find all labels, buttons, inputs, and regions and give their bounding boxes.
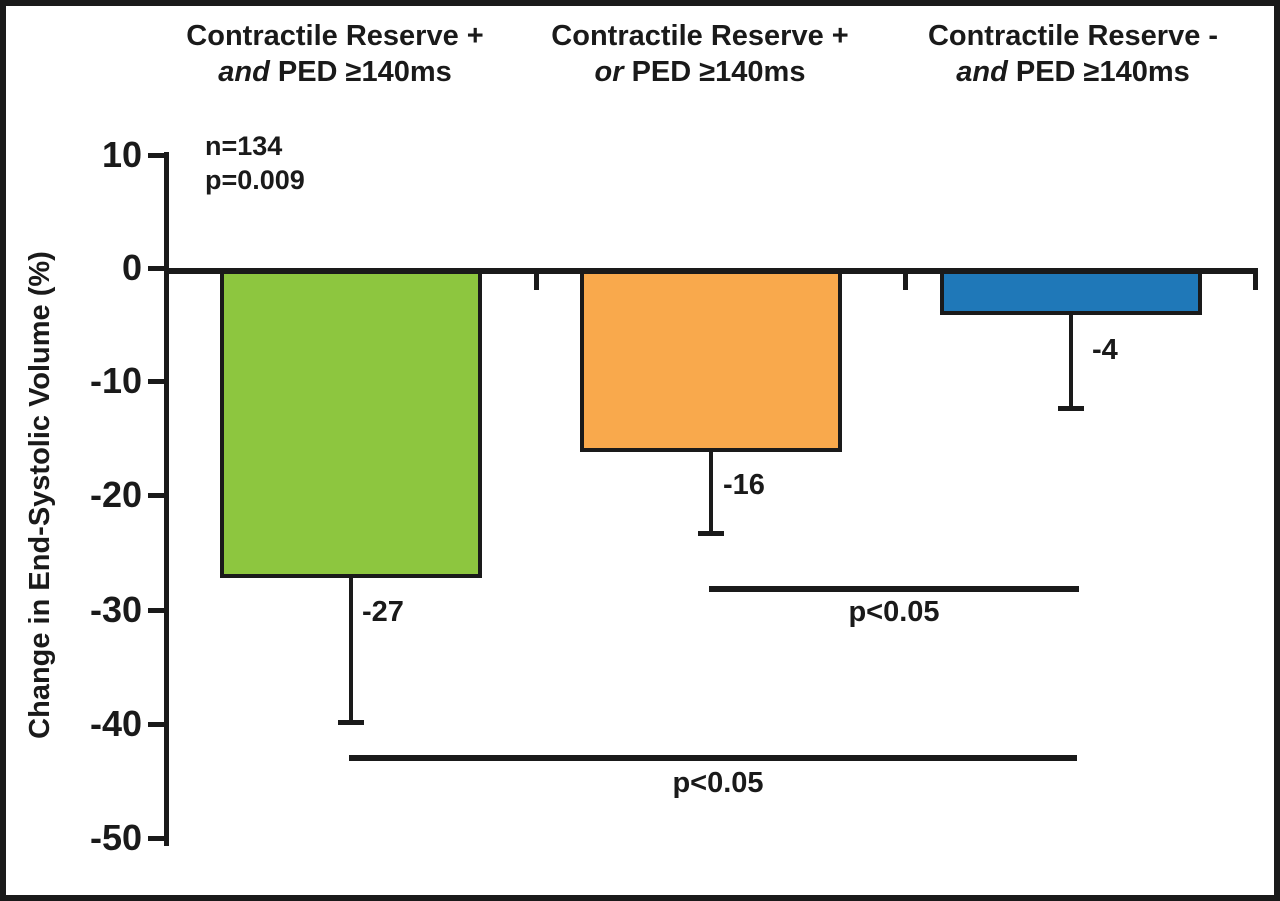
significance-line-bars-1-3 xyxy=(349,755,1077,761)
y-tick-label: -40 xyxy=(89,703,142,744)
header-rest: PED ≥140ms xyxy=(1007,56,1190,88)
header-line2: and PED ≥140ms xyxy=(883,54,1263,90)
bar-cr-plus-or-ped xyxy=(580,270,842,452)
y-tick xyxy=(148,722,167,727)
y-tick xyxy=(148,493,167,498)
y-axis-title: Change in End-Systolic Volume (%) xyxy=(24,251,56,739)
error-bar-line xyxy=(1069,315,1073,410)
significance-label: p<0.05 xyxy=(848,596,940,628)
bar-cr-plus-and-ped xyxy=(220,270,482,578)
y-tick xyxy=(148,379,167,384)
header-line1: Contractile Reserve - xyxy=(927,20,1219,52)
error-bar-line xyxy=(709,452,713,535)
significance-line-bars-2-3 xyxy=(709,586,1079,592)
y-tick xyxy=(148,266,167,271)
bar-value-label: -4 xyxy=(1092,334,1118,366)
y-tick-label: -10 xyxy=(89,360,142,401)
header-conjunction: and xyxy=(218,56,270,88)
header-rest: PED ≥140ms xyxy=(623,56,806,88)
error-bar-cap xyxy=(698,531,724,536)
x-axis-zero-line xyxy=(164,268,1258,274)
y-tick-label: -20 xyxy=(89,474,142,515)
header-conjunction: or xyxy=(594,56,624,88)
bar-cr-minus-and-ped xyxy=(940,270,1202,315)
significance-label: p<0.05 xyxy=(672,767,764,799)
y-tick-label: -30 xyxy=(89,589,142,630)
header-rest: PED ≥140ms xyxy=(269,56,452,88)
p-value: p=0.009 xyxy=(205,165,305,195)
error-bar-cap xyxy=(338,720,364,725)
x-axis-tick xyxy=(903,274,908,290)
y-axis-line xyxy=(164,152,169,846)
y-tick-label: -50 xyxy=(89,817,142,858)
header-conjunction: and xyxy=(956,56,1008,88)
y-tick-label: 10 xyxy=(101,134,142,175)
x-axis-tick xyxy=(1253,274,1258,290)
n-value: n=134 xyxy=(205,131,283,161)
x-axis-tick xyxy=(534,274,539,290)
header-line2: or PED ≥140ms xyxy=(510,54,890,90)
y-tick-label: 0 xyxy=(121,247,142,288)
category-header-cr-plus-or-ped: Contractile Reserve + or PED ≥140ms xyxy=(510,18,890,90)
y-tick xyxy=(148,836,167,841)
header-line1: Contractile Reserve + xyxy=(551,20,849,52)
bar-value-label: -16 xyxy=(723,469,765,501)
sample-size-annotation: n=134 p=0.009 xyxy=(205,129,305,197)
bar-value-label: -27 xyxy=(362,596,404,628)
error-bar-cap xyxy=(1058,406,1084,411)
category-header-cr-minus-and-ped: Contractile Reserve - and PED ≥140ms xyxy=(883,18,1263,90)
header-line2: and PED ≥140ms xyxy=(145,54,525,90)
header-line1: Contractile Reserve + xyxy=(186,20,484,52)
error-bar-line xyxy=(349,578,353,725)
category-header-cr-plus-and-ped: Contractile Reserve + and PED ≥140ms xyxy=(145,18,525,90)
y-tick xyxy=(148,608,167,613)
y-tick xyxy=(148,153,167,158)
